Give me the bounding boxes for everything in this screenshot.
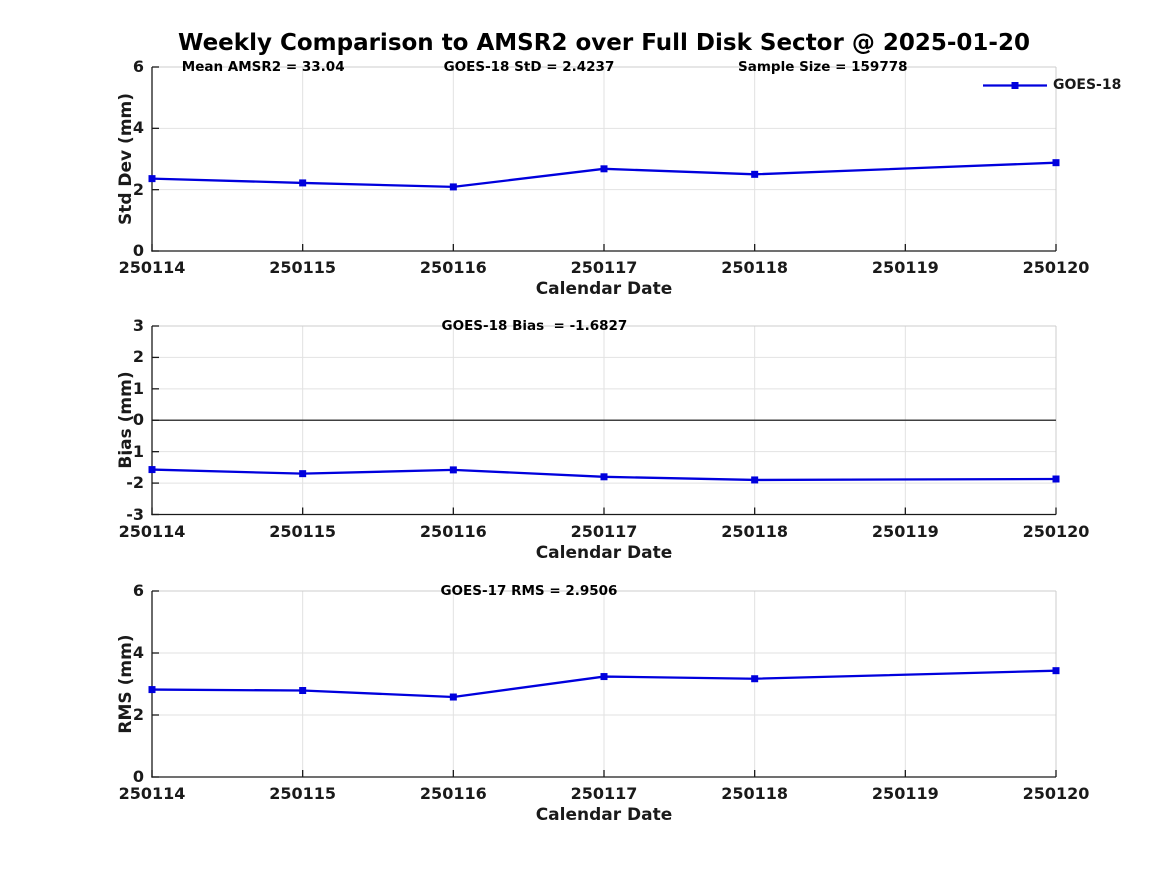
- y-tick-label: 2: [132, 347, 144, 367]
- figure-title: Weekly Comparison to AMSR2 over Full Dis…: [178, 30, 1030, 56]
- data-point-marker: [751, 170, 759, 178]
- x-tick-label: 250120: [1022, 258, 1090, 277]
- plot-annotation: GOES-18 Bias = -1.6827: [441, 318, 628, 334]
- x-tick-label: 250120: [1022, 521, 1090, 541]
- y-tick-label: 1: [132, 378, 144, 398]
- y-tick-label: 0: [132, 767, 144, 786]
- data-point-marker: [148, 466, 156, 474]
- data-point-marker: [299, 470, 307, 478]
- y-axis-label: Bias (mm): [116, 371, 136, 469]
- series-line-GOES-18: [151, 669, 1057, 699]
- y-axis-label: Std Dev (mm): [116, 92, 136, 226]
- legend: [983, 82, 1047, 89]
- legend-marker-sample: [1011, 82, 1019, 89]
- x-tick-label: 250119: [871, 521, 939, 541]
- chart-stddev: [148, 66, 1060, 252]
- x-tick-label: 250118: [721, 521, 789, 541]
- x-axis-label: Calendar Date: [535, 805, 673, 825]
- x-tick-label: 250120: [1022, 784, 1090, 803]
- plot-annotation: Sample Size = 159778: [738, 59, 908, 75]
- data-point-marker: [1052, 667, 1060, 675]
- x-tick-label: 250116: [419, 784, 487, 803]
- data-point-marker: [299, 687, 307, 695]
- plot-annotation: GOES-18 StD = 2.4237: [443, 59, 615, 75]
- x-tick-label: 250118: [721, 784, 789, 803]
- data-point-marker: [1052, 475, 1060, 483]
- chart-rms: [148, 590, 1060, 778]
- y-tick-label: 0: [132, 410, 144, 430]
- series-line-GOES-18: [151, 468, 1057, 482]
- x-tick-label: 250119: [871, 784, 939, 803]
- data-point-marker: [449, 466, 457, 474]
- y-tick-label: 2: [132, 705, 144, 724]
- y-tick-label: -1: [126, 441, 144, 461]
- y-tick-label: 6: [132, 57, 144, 76]
- x-tick-label: 250114: [118, 784, 186, 803]
- x-tick-label: 250114: [118, 521, 186, 541]
- x-tick-label: 250114: [118, 258, 186, 277]
- y-tick-label: 2: [132, 179, 144, 199]
- data-point-marker: [600, 165, 608, 173]
- y-tick-label: -2: [126, 473, 144, 493]
- data-point-marker: [449, 693, 457, 701]
- x-axis-label: Calendar Date: [535, 542, 673, 563]
- plot-annotation: GOES-17 RMS = 2.9506: [440, 583, 618, 599]
- data-point-marker: [299, 179, 307, 187]
- x-tick-label: 250117: [570, 258, 638, 277]
- data-point-marker: [600, 473, 608, 481]
- x-tick-label: 250116: [419, 521, 487, 541]
- x-tick-label: 250119: [871, 258, 939, 277]
- y-tick-label: 6: [132, 581, 144, 600]
- data-point-marker: [751, 476, 759, 484]
- y-tick-label: 0: [132, 241, 144, 260]
- data-point-marker: [600, 673, 608, 681]
- legend-label: GOES-18: [1053, 77, 1122, 93]
- chart-bias: [148, 325, 1060, 516]
- series-line-GOES-18: [151, 161, 1057, 189]
- x-tick-label: 250115: [269, 258, 337, 277]
- data-point-marker: [148, 686, 156, 694]
- y-tick-label: 4: [132, 643, 144, 662]
- x-axis-label: Calendar Date: [535, 279, 673, 299]
- plot-annotation: Mean AMSR2 = 33.04: [181, 59, 345, 75]
- data-point-marker: [751, 675, 759, 683]
- x-tick-label: 250116: [419, 258, 487, 277]
- x-tick-label: 250115: [269, 521, 337, 541]
- x-tick-label: 250115: [269, 784, 337, 803]
- y-tick-label: 4: [132, 118, 144, 138]
- y-tick-label: 3: [132, 316, 144, 335]
- data-point-marker: [1052, 159, 1060, 167]
- x-tick-label: 250118: [721, 258, 789, 277]
- data-point-marker: [148, 175, 156, 183]
- data-point-marker: [449, 183, 457, 191]
- y-axis-label: RMS (mm): [116, 634, 136, 734]
- y-tick-label: -3: [126, 504, 144, 524]
- x-tick-label: 250117: [570, 784, 638, 803]
- x-tick-label: 250117: [570, 521, 638, 541]
